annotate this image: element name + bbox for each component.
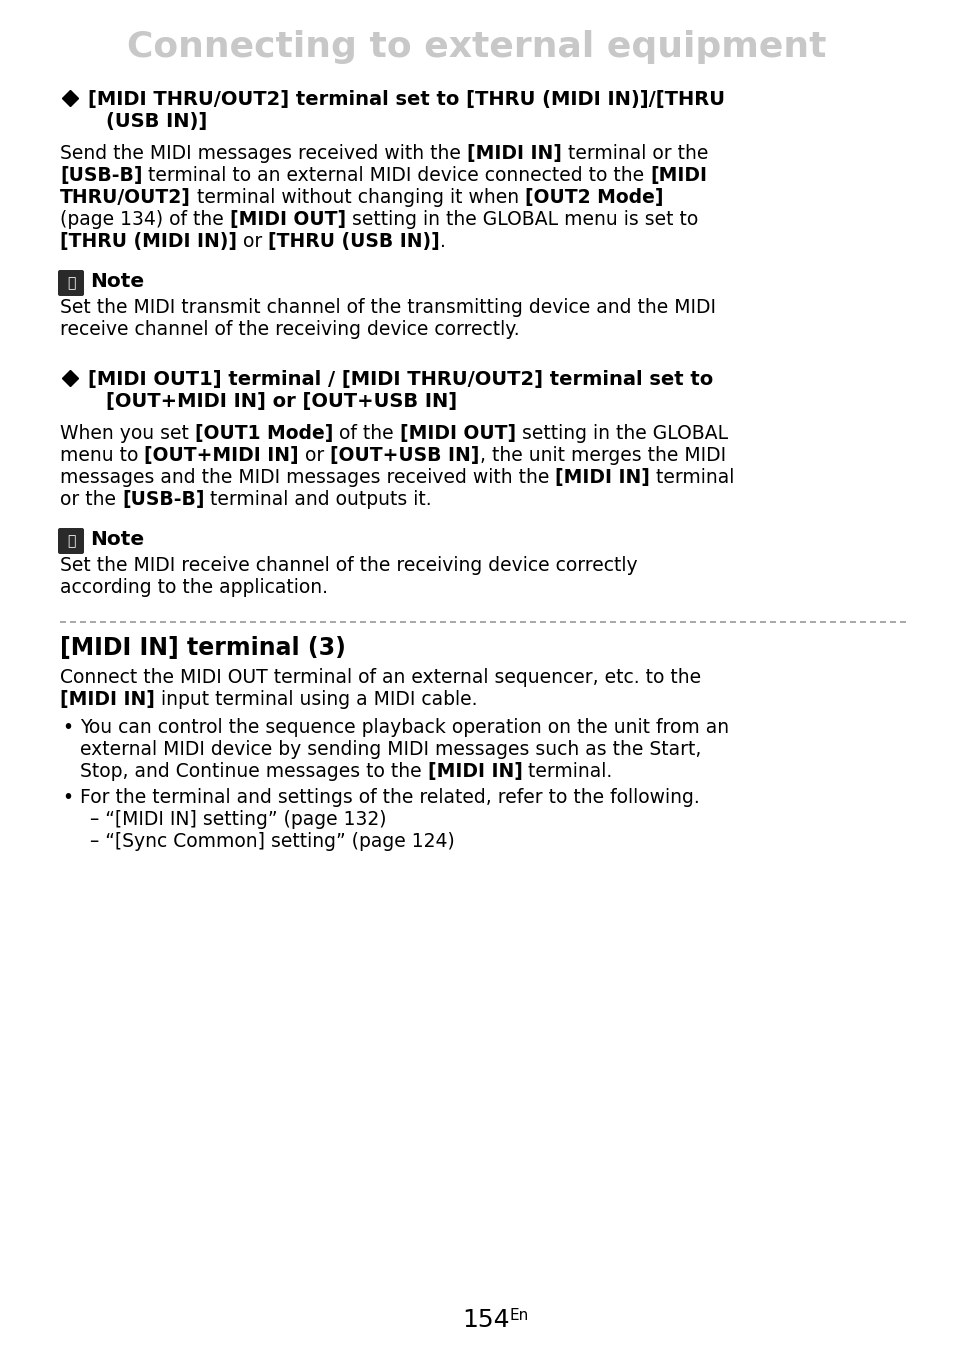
Text: setting in the GLOBAL: setting in the GLOBAL xyxy=(516,425,727,443)
Text: terminal to an external MIDI device connected to the: terminal to an external MIDI device conn… xyxy=(142,166,650,185)
Text: [OUT+USB IN]: [OUT+USB IN] xyxy=(330,446,479,465)
Text: Note: Note xyxy=(90,530,144,549)
Text: [MIDI IN] terminal (3): [MIDI IN] terminal (3) xyxy=(60,636,346,661)
Text: input terminal using a MIDI cable.: input terminal using a MIDI cable. xyxy=(154,690,476,709)
Text: 🖊: 🖊 xyxy=(67,534,75,549)
Text: [MIDI OUT]: [MIDI OUT] xyxy=(399,425,516,443)
Text: [MIDI IN]: [MIDI IN] xyxy=(60,690,154,709)
Text: •: • xyxy=(62,718,73,737)
Text: [OUT+MIDI IN] or [OUT+USB IN]: [OUT+MIDI IN] or [OUT+USB IN] xyxy=(106,392,456,411)
Text: When you set: When you set xyxy=(60,425,194,443)
Text: terminal and outputs it.: terminal and outputs it. xyxy=(204,491,432,510)
Text: (USB IN)]: (USB IN)] xyxy=(106,112,207,131)
Text: Set the MIDI receive channel of the receiving device correctly: Set the MIDI receive channel of the rece… xyxy=(60,555,637,576)
Text: [THRU (USB IN)]: [THRU (USB IN)] xyxy=(268,232,439,251)
Text: Set the MIDI transmit channel of the transmitting device and the MIDI: Set the MIDI transmit channel of the tra… xyxy=(60,298,716,317)
Text: Connect the MIDI OUT terminal of an external sequencer, etc. to the: Connect the MIDI OUT terminal of an exte… xyxy=(60,669,700,687)
Text: [MIDI IN]: [MIDI IN] xyxy=(555,468,650,487)
Text: or: or xyxy=(236,232,268,251)
Text: terminal without changing it when: terminal without changing it when xyxy=(191,187,524,208)
Text: terminal or the: terminal or the xyxy=(561,144,707,163)
Text: [OUT2 Mode]: [OUT2 Mode] xyxy=(524,187,662,208)
Text: external MIDI device by sending MIDI messages such as the Start,: external MIDI device by sending MIDI mes… xyxy=(80,740,700,759)
Text: [USB-B]: [USB-B] xyxy=(60,166,142,185)
Text: [MIDI OUT1] terminal / [MIDI THRU/OUT2] terminal set to: [MIDI OUT1] terminal / [MIDI THRU/OUT2] … xyxy=(88,369,713,390)
Text: THRU/OUT2]: THRU/OUT2] xyxy=(60,187,191,208)
Text: according to the application.: according to the application. xyxy=(60,578,328,597)
Text: receive channel of the receiving device correctly.: receive channel of the receiving device … xyxy=(60,319,519,338)
Text: [USB-B]: [USB-B] xyxy=(122,491,204,510)
Text: Connecting to external equipment: Connecting to external equipment xyxy=(127,30,826,63)
Text: .: . xyxy=(439,232,445,251)
Text: Send the MIDI messages received with the: Send the MIDI messages received with the xyxy=(60,144,466,163)
Text: [MIDI THRU/OUT2] terminal set to [THRU (MIDI IN)]/[THRU: [MIDI THRU/OUT2] terminal set to [THRU (… xyxy=(88,90,724,109)
Text: Note: Note xyxy=(90,272,144,291)
Text: , the unit merges the MIDI: , the unit merges the MIDI xyxy=(479,446,725,465)
FancyBboxPatch shape xyxy=(58,270,84,297)
Text: terminal.: terminal. xyxy=(522,762,612,780)
Text: 🖊: 🖊 xyxy=(67,276,75,290)
Text: [THRU (MIDI IN)]: [THRU (MIDI IN)] xyxy=(60,232,236,251)
Text: You can control the sequence playback operation on the unit from an: You can control the sequence playback op… xyxy=(80,718,728,737)
Text: – “[MIDI IN] setting” (page 132): – “[MIDI IN] setting” (page 132) xyxy=(90,810,386,829)
Text: terminal: terminal xyxy=(650,468,734,487)
Text: or: or xyxy=(298,446,330,465)
Text: •: • xyxy=(62,789,73,807)
Text: or the: or the xyxy=(60,491,122,510)
Text: (page 134) of the: (page 134) of the xyxy=(60,210,230,229)
Text: menu to: menu to xyxy=(60,446,144,465)
Text: [MIDI OUT]: [MIDI OUT] xyxy=(230,210,346,229)
Text: En: En xyxy=(510,1308,529,1322)
FancyBboxPatch shape xyxy=(58,528,84,554)
Text: setting in the GLOBAL menu is set to: setting in the GLOBAL menu is set to xyxy=(346,210,698,229)
Text: [MIDI IN]: [MIDI IN] xyxy=(466,144,561,163)
Text: [OUT1 Mode]: [OUT1 Mode] xyxy=(194,425,333,443)
Text: – “[Sync Common] setting” (page 124): – “[Sync Common] setting” (page 124) xyxy=(90,832,455,851)
Text: Stop, and Continue messages to the: Stop, and Continue messages to the xyxy=(80,762,427,780)
Text: 154: 154 xyxy=(461,1308,509,1332)
Text: messages and the MIDI messages received with the: messages and the MIDI messages received … xyxy=(60,468,555,487)
Text: For the terminal and settings of the related, refer to the following.: For the terminal and settings of the rel… xyxy=(80,789,699,807)
Text: [MIDI: [MIDI xyxy=(650,166,707,185)
Text: [OUT+MIDI IN]: [OUT+MIDI IN] xyxy=(144,446,298,465)
Text: [MIDI IN]: [MIDI IN] xyxy=(427,762,522,780)
Text: of the: of the xyxy=(333,425,399,443)
